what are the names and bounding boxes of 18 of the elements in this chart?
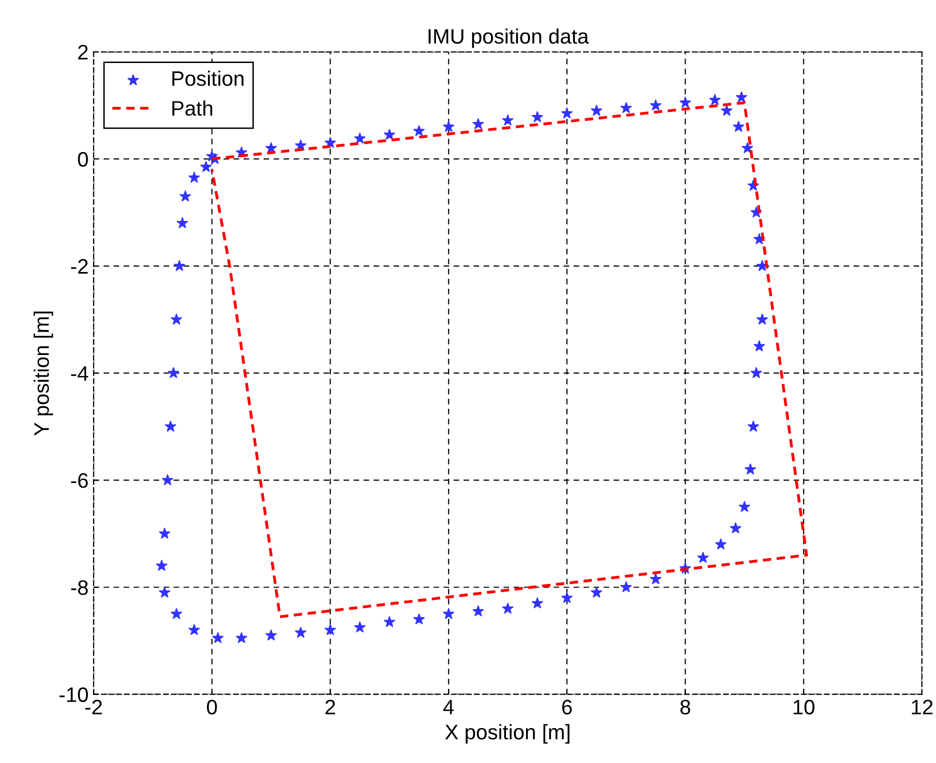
x-axis-title: X position [m] bbox=[445, 724, 570, 744]
chart-title: IMU position data bbox=[428, 28, 589, 48]
y-tick-label: -2 bbox=[71, 259, 88, 274]
x-tick-label: 0 bbox=[206, 700, 217, 714]
x-tick-label: 4 bbox=[443, 700, 454, 714]
x-tick-label: 12 bbox=[912, 700, 932, 714]
y-tick-label: -6 bbox=[71, 473, 88, 488]
x-tick-label: 2 bbox=[326, 700, 336, 714]
legend-label: Path bbox=[172, 100, 212, 116]
y-tick-label: -8 bbox=[71, 580, 88, 596]
x-tick-label: 10 bbox=[794, 700, 814, 714]
x-tick-label: 6 bbox=[562, 700, 572, 714]
y-tick-label: 0 bbox=[78, 152, 88, 167]
y-axis-title: Y position [m] bbox=[34, 312, 54, 436]
legend-label: Position bbox=[172, 70, 244, 86]
x-tick-label: 8 bbox=[680, 700, 690, 714]
y-tick-label: 2 bbox=[78, 44, 88, 60]
y-tick-label: -4 bbox=[71, 366, 88, 381]
